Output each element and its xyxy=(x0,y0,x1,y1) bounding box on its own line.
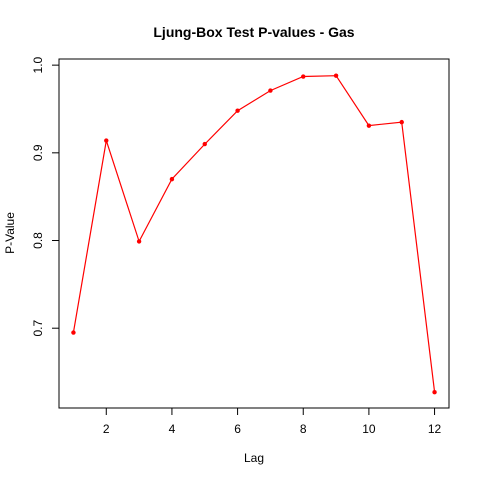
series-layer xyxy=(71,73,437,395)
x-tick-label: 4 xyxy=(169,422,176,436)
x-tick-label: 6 xyxy=(234,422,241,436)
data-point xyxy=(202,141,207,147)
y-axis-label: P-Value xyxy=(3,212,17,254)
data-point xyxy=(136,239,142,244)
x-axis: 2 4 6 8 10 12 xyxy=(103,407,442,436)
y-tick-label: 0.7 xyxy=(31,320,45,337)
data-point xyxy=(301,74,306,79)
x-tick-label: 10 xyxy=(362,422,376,436)
data-point xyxy=(169,176,175,182)
y-tick-label: 1.0 xyxy=(31,56,45,73)
y-axis: 0.7 0.8 0.9 1.0 xyxy=(31,56,60,337)
x-tick-label: 8 xyxy=(300,422,307,436)
data-point xyxy=(432,390,437,395)
data-point xyxy=(235,108,240,113)
chart-title: Ljung-Box Test P-values - Gas xyxy=(153,24,354,40)
x-tick-label: 12 xyxy=(428,422,442,436)
y-tick-label: 0.9 xyxy=(31,144,45,161)
data-point xyxy=(104,138,109,143)
data-point xyxy=(268,88,273,93)
data-point xyxy=(333,73,339,78)
series-line xyxy=(72,75,436,393)
plot-frame xyxy=(58,58,450,409)
x-tick-label: 2 xyxy=(103,422,110,436)
data-point xyxy=(399,119,404,125)
y-tick-label: 0.8 xyxy=(31,232,45,249)
data-point xyxy=(71,330,76,335)
data-point xyxy=(366,123,372,128)
x-axis-label: Lag xyxy=(244,451,264,465)
